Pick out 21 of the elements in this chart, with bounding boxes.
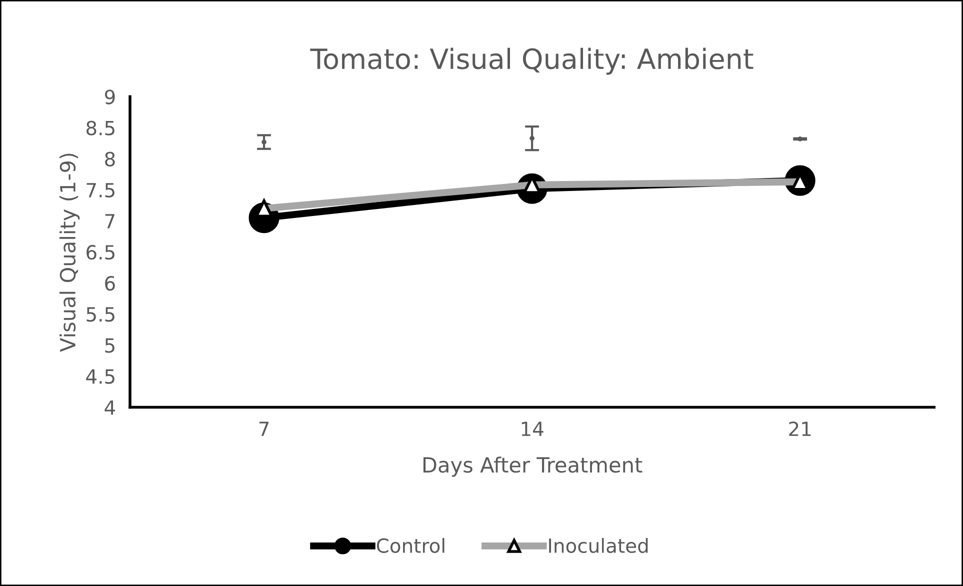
point: [262, 140, 266, 144]
y-tick-label: 4: [104, 400, 116, 415]
legend-label: Inoculated: [549, 538, 648, 554]
y-tick-label: 6: [105, 276, 115, 291]
y-axis-title: Visual Quality (1-9): [59, 154, 80, 352]
point: [530, 136, 534, 141]
legend-label: Control: [376, 538, 444, 554]
x-axis-title: Days After Treatment: [423, 456, 642, 477]
y-tick-label: 8.5: [86, 120, 114, 136]
y-tick-label: 7.5: [86, 183, 114, 198]
chart-title: Tomato: Visual Quality: Ambient: [310, 48, 754, 75]
y-tick-label: 5: [105, 338, 114, 353]
y-tick-label: 8: [105, 152, 115, 166]
y-tick-label: 9: [104, 90, 115, 104]
y-tick-label: 7: [105, 214, 114, 228]
x-tick-label: 14: [522, 422, 544, 436]
x-tick-label: 7: [259, 422, 269, 436]
y-tick-label: 5.5: [86, 307, 114, 322]
y-tick-label: 6.5: [86, 244, 114, 260]
x-tick-label: 21: [789, 422, 811, 436]
y-tick-label: 4.5: [86, 369, 114, 384]
